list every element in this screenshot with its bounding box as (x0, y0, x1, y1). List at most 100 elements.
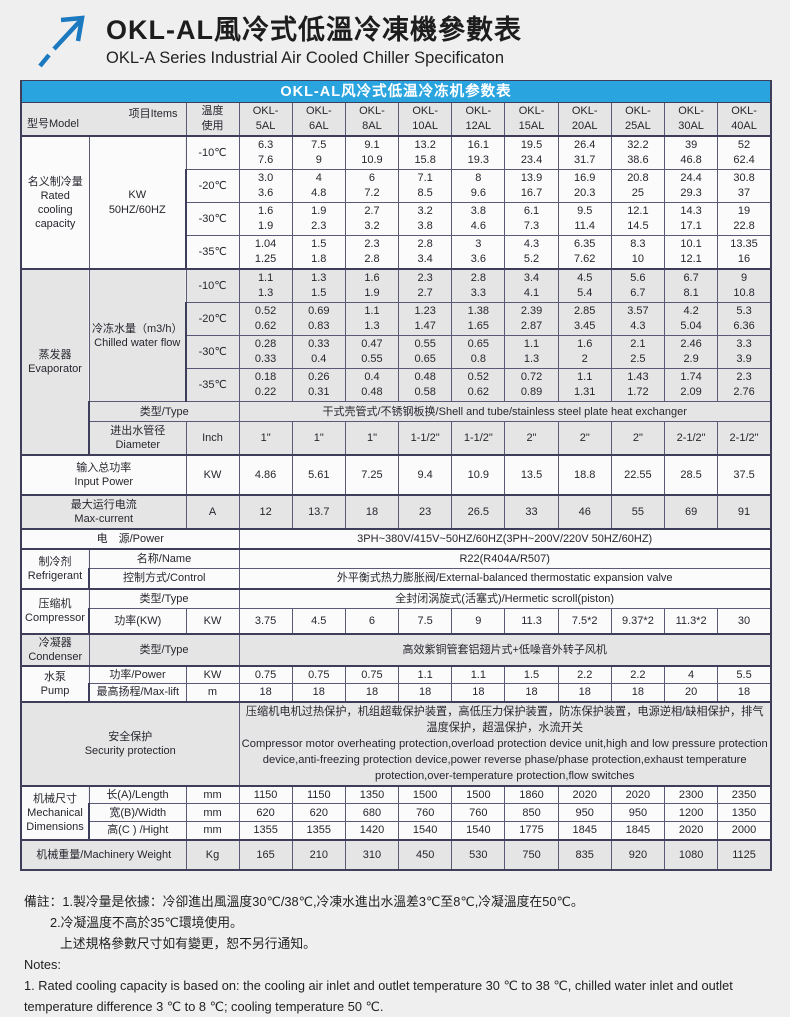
model-header-row: 型号Model 项目Items 温度 使用 OKL- 5AL OKL- 6AL OKL-… (20, 102, 772, 137)
value-cell-dual: 0.48 0.58 (398, 368, 453, 402)
value-cell: 1420 (344, 821, 400, 840)
value-cell: 2020 (663, 821, 719, 840)
note-line: Notes: (24, 956, 61, 972)
value-cell-dual: 26.4 31.7 (557, 135, 612, 170)
value-cell-dual: 3.57 4.3 (610, 302, 666, 336)
value-cell-dual: 6 7.2 (344, 169, 400, 203)
value-cell: 2.2 (610, 664, 666, 684)
value-cell-dual: 2.3 2.7 (398, 268, 453, 303)
cooling-row: -20℃ 3.0 3.6 4 4.8 6 7.2 7.1 8.5 8 9.6 13.9 16.7 16.… (21, 169, 772, 203)
value-cell: 30 (717, 608, 772, 634)
title-group: OKL-AL風冷式低溫冷凍機參數表 OKL-A Series Industria… (106, 12, 522, 70)
value-cell-dual: 13.35 16 (717, 235, 772, 270)
value-cell-dual: 1.6 1.9 (238, 202, 293, 236)
value-cell: 2" (557, 421, 612, 455)
value-cell-dual: 3.4 4.1 (504, 268, 559, 303)
value-cell: 1.5 (504, 664, 559, 684)
cooling-row: -35℃ 1.04 1.25 1.5 1.8 2.3 2.8 2.8 3.4 3 3.6 4.3 5.… (21, 235, 772, 270)
input-power-label: 输入总功率 Input Power (20, 453, 187, 495)
temp-label: -35℃ (185, 368, 240, 402)
value-cell-dual: 0.52 0.62 (451, 368, 506, 402)
compressor-type-row: 压缩机 Compressor 类型/Type 全封闭涡旋式(活塞式)/Herme… (20, 587, 772, 634)
temp-label: -30℃ (185, 335, 240, 369)
value-cell: 9.37*2 (610, 608, 666, 634)
section-label-condenser: 冷凝器 Condenser (20, 632, 90, 666)
value-cell: 18 (291, 683, 346, 702)
value-cell-dual: 8 9.6 (451, 169, 506, 203)
value-cell: 1080 (663, 838, 719, 871)
value-cell-dual: 1.6 2 (557, 335, 612, 369)
value-cell: 920 (610, 838, 666, 871)
value-cell: 18 (610, 683, 666, 702)
value-cell: 9.4 (398, 453, 453, 495)
length-label: 长(A)/Length (88, 784, 187, 804)
power-supply-value: 3PH~380V/415V~50HZ/60HZ(3PH~200V/220V 50… (238, 527, 772, 549)
temp-label: -10℃ (185, 268, 240, 303)
value-cell-dual: 4 4.8 (291, 169, 346, 203)
value-cell-dual: 12.1 14.5 (610, 202, 666, 236)
security-label: 安全保护 Security protection (20, 700, 240, 786)
value-cell-dual: 16.9 20.3 (557, 169, 612, 203)
temp-label: -10℃ (185, 135, 240, 170)
max-current-row: 最大运行电流 Max-current A 12 13.7 18 23 26.5 33 46 5… (20, 493, 772, 529)
page-header: OKL-AL風冷式低溫冷凍機參數表 OKL-A Series Industria… (0, 0, 790, 72)
value-cell-dual: 2.39 2.87 (504, 302, 559, 336)
evaporator-row: -30℃ 0.28 0.33 0.33 0.4 0.47 0.55 0.55 0.65 0.65… (21, 335, 772, 369)
evaporator-row: -35℃ 0.18 0.22 0.26 0.31 0.4 0.48 0.48 0.58 0.52… (21, 368, 772, 402)
weight-row: 机械重量/Machinery Weight Kg 165 210 310 450 530… (20, 838, 772, 871)
value-cell: 9 (451, 608, 506, 634)
value-cell-dual: 0.26 0.31 (291, 368, 346, 402)
value-cell-dual: 0.4 0.48 (344, 368, 400, 402)
value-cell: 1355 (238, 821, 293, 840)
cooling-row: -30℃ 1.6 1.9 1.9 2.3 2.7 3.2 3.2 3.8 3.8 4.6 6.1 7.… (21, 202, 772, 236)
evaporator-type-label: 类型/Type (88, 401, 240, 422)
value-cell-dual: 1.1 1.3 (344, 302, 400, 336)
value-cell: 760 (398, 803, 453, 822)
temp-label: -30℃ (185, 202, 240, 236)
value-cell-dual: 1.6 1.9 (344, 268, 400, 303)
refrigerant-control-label: 控制方式/Control (88, 568, 240, 589)
value-cell-dual: 9.5 11.4 (557, 202, 612, 236)
value-cell: 18 (451, 683, 506, 702)
value-cell: 11.3 (504, 608, 559, 634)
section-label-cooling: 名义制冷量 Rated cooling capacity (20, 135, 90, 270)
model-column-header: OKL- 30AL (663, 102, 719, 137)
value-cell: 7.25 (344, 453, 400, 495)
value-cell: 1355 (291, 821, 346, 840)
value-cell: 680 (344, 803, 400, 822)
model-column-header: OKL- 6AL (291, 102, 346, 137)
value-cell: 0.75 (344, 664, 400, 684)
model-column-header: OKL- 25AL (610, 102, 666, 137)
value-cell: 10.9 (451, 453, 506, 495)
value-cell-dual: 16.1 19.3 (451, 135, 506, 170)
refrigerant-name-label: 名称/Name (88, 547, 240, 569)
evaporator-type-value: 干式壳管式/不锈钢板换/Shell and tube/stainless ste… (238, 401, 772, 422)
weight-label: 机械重量/Machinery Weight (20, 838, 187, 871)
value-cell-dual: 1.1 1.3 (238, 268, 293, 303)
model-column-header: OKL- 15AL (504, 102, 559, 137)
value-cell: 28.5 (663, 453, 719, 495)
compressor-type-label: 类型/Type (88, 587, 240, 609)
power-supply-label: 电 源/Power (20, 527, 240, 549)
value-cell: 530 (451, 838, 506, 871)
value-cell: 26.5 (451, 493, 506, 529)
value-cell: 2" (610, 421, 666, 455)
value-cell-dual: 30.8 37 (717, 169, 772, 203)
length-row: 机械尺寸 Mechanical Dimensions 长(A)/Length m… (20, 784, 772, 840)
value-cell: 2350 (717, 784, 772, 804)
note-line: 備註：1.製冷量是依據：冷卻進出風溫度30℃/38℃,冷凍水進出水溫差3℃至8℃… (24, 893, 584, 909)
value-cell-dual: 9 10.8 (717, 268, 772, 303)
value-cell-dual: 1.9 2.3 (291, 202, 346, 236)
value-cell: 2020 (557, 784, 612, 804)
evaporator-row: 蒸发器 Evaporator 冷冻水量（m3/h） Chilled water … (20, 268, 772, 455)
page-title-en: OKL-A Series Industrial Air Cooled Chill… (106, 49, 505, 67)
model-label: 型号Model (27, 118, 79, 130)
value-cell: 69 (663, 493, 719, 529)
page-title-zh: OKL-AL風冷式低溫冷凍機參數表 (106, 15, 522, 45)
value-cell-dual: 1.1 1.31 (557, 368, 612, 402)
value-cell-dual: 8.3 10 (610, 235, 666, 270)
refrigerant-name-value: R22(R404A/R507) (238, 547, 772, 569)
value-cell-dual: 2.3 2.76 (717, 368, 772, 402)
table-caption-row: OKL-AL风冷式低温冷冻机参数表 (20, 80, 772, 103)
table-caption: OKL-AL风冷式低温冷冻机参数表 (20, 80, 772, 103)
